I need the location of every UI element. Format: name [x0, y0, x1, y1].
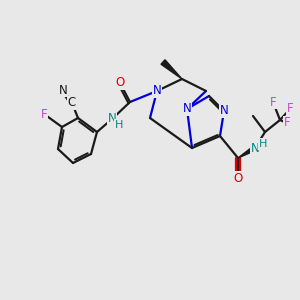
Text: C: C: [68, 97, 76, 110]
Text: H: H: [115, 120, 123, 130]
Text: F: F: [41, 107, 47, 121]
Polygon shape: [238, 146, 256, 158]
Text: H: H: [259, 139, 267, 149]
Text: F: F: [270, 95, 276, 109]
Text: O: O: [116, 76, 124, 89]
Text: F: F: [284, 116, 290, 130]
Polygon shape: [161, 60, 182, 79]
Text: N: N: [153, 85, 161, 98]
Text: N: N: [250, 142, 260, 154]
Text: N: N: [58, 83, 68, 97]
Text: N: N: [108, 112, 116, 125]
Text: O: O: [233, 172, 243, 184]
Text: F: F: [287, 103, 293, 116]
Text: N: N: [220, 104, 228, 118]
Text: N: N: [183, 103, 191, 116]
